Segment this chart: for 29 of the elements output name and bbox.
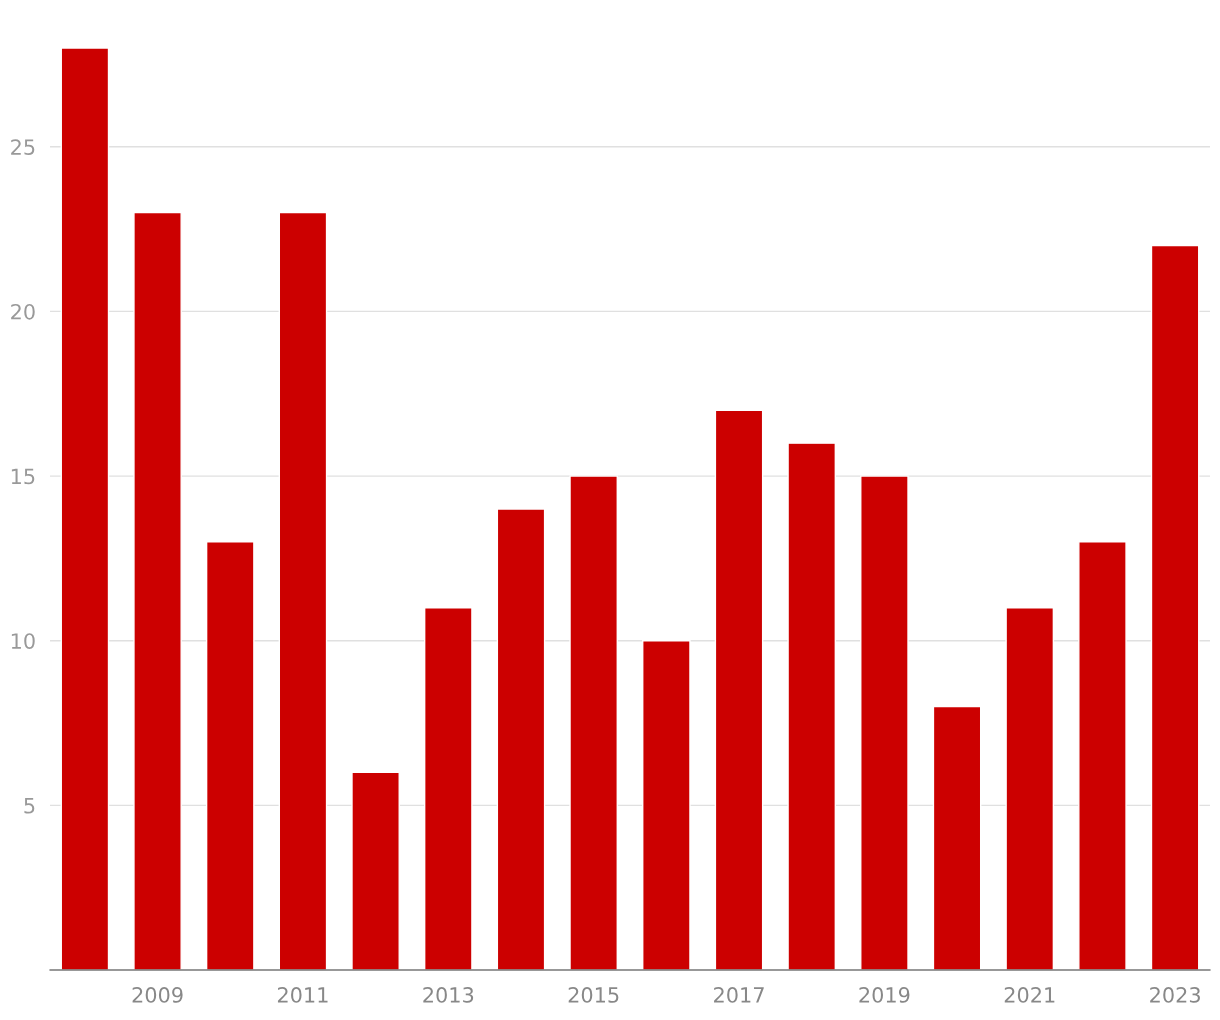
bar — [787, 442, 837, 970]
x-tick-label: 2009 — [132, 987, 183, 1003]
bar — [278, 211, 328, 970]
bar — [1005, 607, 1055, 970]
bar — [133, 211, 182, 970]
x-tick-label: 2013 — [423, 987, 474, 1003]
x-tick-label: 2021 — [1004, 987, 1055, 1003]
x-tick-label: 2023 — [1150, 987, 1200, 1003]
bar — [714, 409, 764, 970]
bar — [351, 771, 400, 970]
bar — [60, 48, 110, 970]
y-tick-label: 25 — [11, 139, 35, 155]
y-tick-label: 5 — [24, 798, 35, 814]
bar — [642, 640, 691, 970]
bar — [205, 541, 255, 970]
bar — [496, 508, 546, 970]
bar — [932, 705, 982, 970]
bar — [1078, 541, 1127, 970]
x-tick-label: 2015 — [568, 987, 619, 1003]
x-tick-label: 2019 — [859, 987, 910, 1003]
y-tick-label: 20 — [11, 303, 35, 320]
x-tick-label: 2017 — [714, 987, 764, 1003]
bar — [423, 607, 473, 970]
bar — [860, 475, 909, 970]
bar — [569, 475, 618, 970]
x-tick-label: 2011 — [277, 987, 328, 1003]
y-tick-label: 10 — [11, 633, 35, 649]
y-tick-label: 15 — [11, 468, 35, 485]
bar — [1150, 244, 1200, 970]
